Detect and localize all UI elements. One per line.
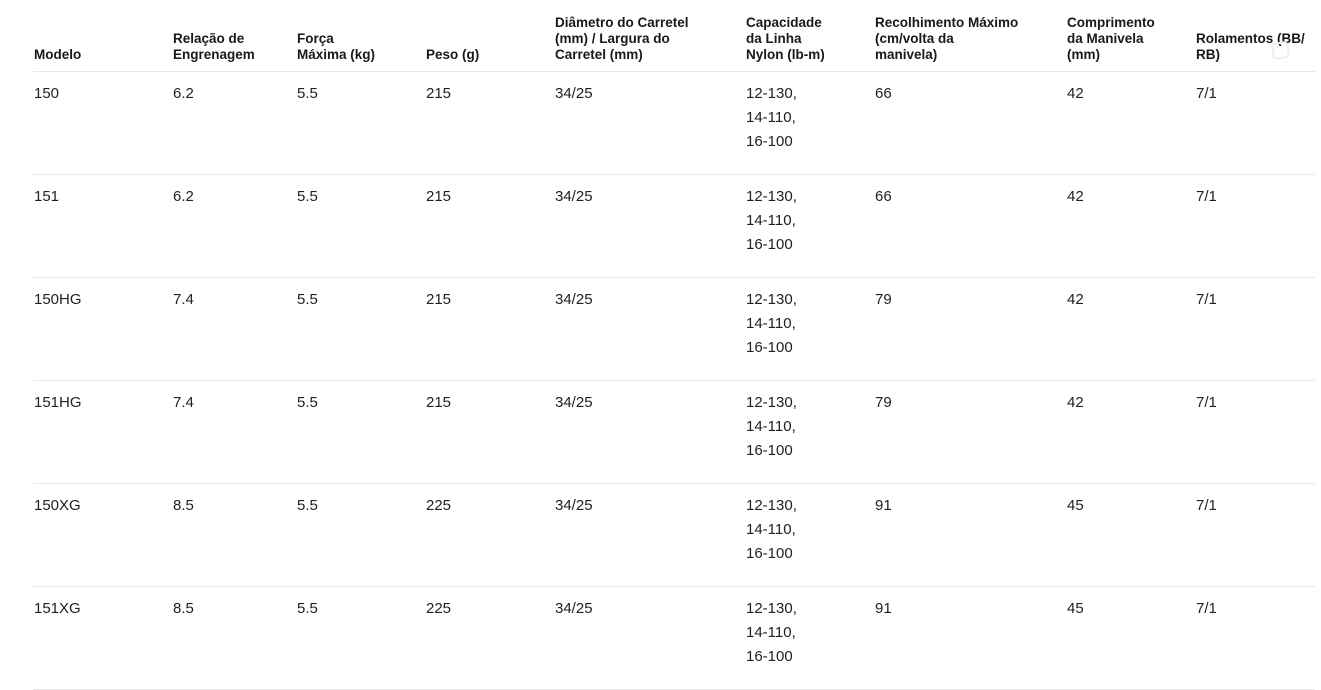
cell-capacidade: 12-130, 14-110, 16-100	[745, 483, 874, 587]
cell-rolamentos: 7/1	[1195, 380, 1315, 484]
column-header-capacidade: Capacidade da Linha Nylon (lb-m)	[745, 0, 874, 72]
cell-comprimento: 42	[1066, 174, 1195, 278]
cell-diametro: 34/25	[554, 277, 745, 381]
cell-forca: 5.5	[296, 586, 425, 690]
cell-recolhimento: 79	[874, 380, 1066, 484]
cell-forca: 5.5	[296, 483, 425, 587]
cell-peso: 215	[425, 380, 554, 484]
cell-comprimento: 45	[1066, 586, 1195, 690]
cell-peso: 225	[425, 586, 554, 690]
cell-peso: 215	[425, 174, 554, 278]
cell-forca: 5.5	[296, 71, 425, 175]
cell-rolamentos: 7/1	[1195, 71, 1315, 175]
column-header-rolamentos: Rolamentos (BB/ RB)	[1195, 0, 1315, 72]
cell-diametro: 34/25	[554, 174, 745, 278]
column-header-forca: Força Máxima (kg)	[296, 0, 425, 72]
cell-relacao: 8.5	[172, 483, 296, 587]
table-row: 151HG 7.4 5.5 215 34/25 12-130, 14-110, …	[33, 380, 1315, 484]
column-header-comprimento: Comprimento da Manivela (mm)	[1066, 0, 1195, 72]
cell-modelo: 151XG	[33, 586, 172, 690]
cell-modelo: 150XG	[33, 483, 172, 587]
header-row: Modelo Relação de Engrenagem Força Máxim…	[33, 0, 1315, 72]
cell-recolhimento: 91	[874, 483, 1066, 587]
cell-diametro: 34/25	[554, 586, 745, 690]
table-row: 150 6.2 5.5 215 34/25 12-130, 14-110, 16…	[33, 71, 1315, 175]
cell-forca: 5.5	[296, 277, 425, 381]
cell-relacao: 6.2	[172, 71, 296, 175]
cell-capacidade: 12-130, 14-110, 16-100	[745, 277, 874, 381]
cell-recolhimento: 79	[874, 277, 1066, 381]
column-header-modelo: Modelo	[33, 0, 172, 72]
cell-modelo: 150	[33, 71, 172, 175]
cell-forca: 5.5	[296, 174, 425, 278]
cell-diametro: 34/25	[554, 483, 745, 587]
cell-capacidade: 12-130, 14-110, 16-100	[745, 380, 874, 484]
column-header-recolhimento: Recolhimento Máximo (cm/volta da manivel…	[874, 0, 1066, 72]
cell-modelo: 151	[33, 174, 172, 278]
cell-rolamentos: 7/1	[1195, 174, 1315, 278]
cell-peso: 215	[425, 277, 554, 381]
cell-diametro: 34/25	[554, 380, 745, 484]
cell-recolhimento: 66	[874, 71, 1066, 175]
column-header-relacao: Relação de Engrenagem	[172, 0, 296, 72]
table-row: 151 6.2 5.5 215 34/25 12-130, 14-110, 16…	[33, 174, 1315, 278]
cell-capacidade: 12-130, 14-110, 16-100	[745, 71, 874, 175]
cell-relacao: 7.4	[172, 380, 296, 484]
cell-comprimento: 42	[1066, 380, 1195, 484]
cell-comprimento: 42	[1066, 277, 1195, 381]
reel-spec-table-container: Modelo Relação de Engrenagem Força Máxim…	[33, 0, 1315, 690]
table-row: 150XG 8.5 5.5 225 34/25 12-130, 14-110, …	[33, 483, 1315, 587]
cell-comprimento: 45	[1066, 483, 1195, 587]
cell-peso: 215	[425, 71, 554, 175]
reel-spec-table: Modelo Relação de Engrenagem Força Máxim…	[33, 0, 1315, 690]
cell-forca: 5.5	[296, 380, 425, 484]
table-row: 150HG 7.4 5.5 215 34/25 12-130, 14-110, …	[33, 277, 1315, 381]
cell-relacao: 6.2	[172, 174, 296, 278]
table-header: Modelo Relação de Engrenagem Força Máxim…	[33, 0, 1315, 72]
cell-comprimento: 42	[1066, 71, 1195, 175]
cell-capacidade: 12-130, 14-110, 16-100	[745, 174, 874, 278]
cell-rolamentos: 7/1	[1195, 277, 1315, 381]
cell-recolhimento: 66	[874, 174, 1066, 278]
cell-relacao: 8.5	[172, 586, 296, 690]
column-header-diametro: Diâmetro do Carretel (mm) / Largura do C…	[554, 0, 745, 72]
cell-rolamentos: 7/1	[1195, 586, 1315, 690]
table-body: 150 6.2 5.5 215 34/25 12-130, 14-110, 16…	[33, 71, 1315, 690]
cell-relacao: 7.4	[172, 277, 296, 381]
cell-modelo: 150HG	[33, 277, 172, 381]
cell-peso: 225	[425, 483, 554, 587]
table-row: 151XG 8.5 5.5 225 34/25 12-130, 14-110, …	[33, 586, 1315, 690]
column-header-peso: Peso (g)	[425, 0, 554, 72]
cell-recolhimento: 91	[874, 586, 1066, 690]
cell-capacidade: 12-130, 14-110, 16-100	[745, 586, 874, 690]
cell-modelo: 151HG	[33, 380, 172, 484]
cell-diametro: 34/25	[554, 71, 745, 175]
cell-rolamentos: 7/1	[1195, 483, 1315, 587]
